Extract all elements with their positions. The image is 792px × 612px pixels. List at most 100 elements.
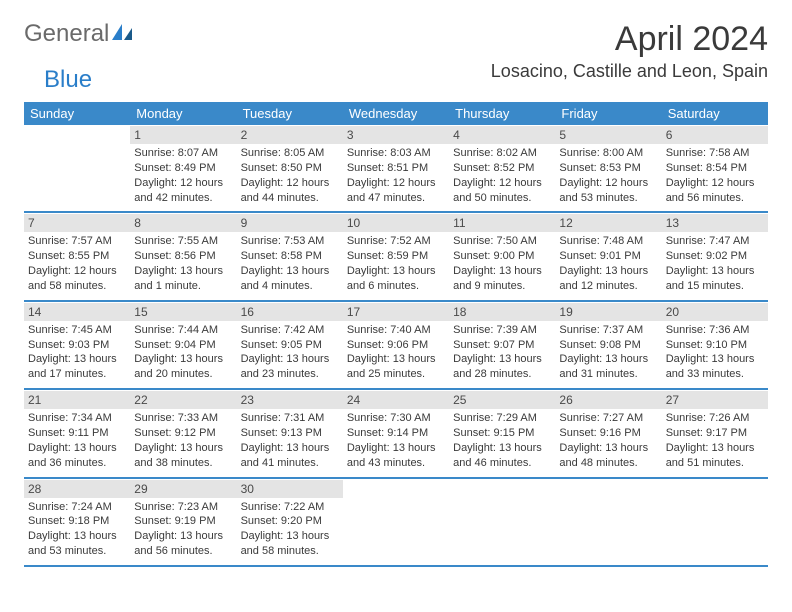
day-cell: 12Sunrise: 7:48 AMSunset: 9:01 PMDayligh…: [555, 212, 661, 300]
sunrise-text: Sunrise: 7:29 AM: [453, 411, 551, 426]
daylight-text: Daylight: 13 hours and 25 minutes.: [347, 352, 445, 382]
day-cell: 25Sunrise: 7:29 AMSunset: 9:15 PMDayligh…: [449, 389, 555, 477]
sunset-text: Sunset: 9:07 PM: [453, 338, 551, 353]
daylight-text: Daylight: 13 hours and 38 minutes.: [134, 441, 232, 471]
day-info: Sunrise: 7:44 AMSunset: 9:04 PMDaylight:…: [134, 323, 232, 382]
logo-text-general: General: [24, 20, 109, 48]
daylight-text: Daylight: 13 hours and 28 minutes.: [453, 352, 551, 382]
day-info: Sunrise: 7:58 AMSunset: 8:54 PMDaylight:…: [666, 146, 764, 205]
day-number: 10: [343, 214, 449, 232]
day-number: 14: [24, 303, 130, 321]
day-cell: 0: [24, 125, 130, 212]
day-number: 2: [237, 126, 343, 144]
day-cell: 0: [449, 478, 555, 566]
daylight-text: Daylight: 13 hours and 51 minutes.: [666, 441, 764, 471]
week-row: 21Sunrise: 7:34 AMSunset: 9:11 PMDayligh…: [24, 389, 768, 477]
day-info: Sunrise: 7:57 AMSunset: 8:55 PMDaylight:…: [28, 234, 126, 293]
calendar-page: General April 2024 Losacino, Castille an…: [0, 0, 792, 587]
day-info: Sunrise: 7:26 AMSunset: 9:17 PMDaylight:…: [666, 411, 764, 470]
sunset-text: Sunset: 8:52 PM: [453, 161, 551, 176]
sunrise-text: Sunrise: 7:37 AM: [559, 323, 657, 338]
day-number: 17: [343, 303, 449, 321]
day-number: 6: [662, 126, 768, 144]
day-number: 8: [130, 214, 236, 232]
daylight-text: Daylight: 13 hours and 15 minutes.: [666, 264, 764, 294]
day-cell: 26Sunrise: 7:27 AMSunset: 9:16 PMDayligh…: [555, 389, 661, 477]
day-header: Friday: [555, 102, 661, 125]
sunset-text: Sunset: 9:03 PM: [28, 338, 126, 353]
sunrise-text: Sunrise: 8:02 AM: [453, 146, 551, 161]
day-info: Sunrise: 7:23 AMSunset: 9:19 PMDaylight:…: [134, 500, 232, 559]
sunset-text: Sunset: 9:11 PM: [28, 426, 126, 441]
day-info: Sunrise: 8:05 AMSunset: 8:50 PMDaylight:…: [241, 146, 339, 205]
day-info: Sunrise: 7:31 AMSunset: 9:13 PMDaylight:…: [241, 411, 339, 470]
day-number: 22: [130, 391, 236, 409]
sunrise-text: Sunrise: 7:39 AM: [453, 323, 551, 338]
sunset-text: Sunset: 9:01 PM: [559, 249, 657, 264]
day-info: Sunrise: 7:53 AMSunset: 8:58 PMDaylight:…: [241, 234, 339, 293]
day-number: 5: [555, 126, 661, 144]
daylight-text: Daylight: 13 hours and 31 minutes.: [559, 352, 657, 382]
day-cell: 0: [555, 478, 661, 566]
day-number: 13: [662, 214, 768, 232]
day-info: Sunrise: 8:07 AMSunset: 8:49 PMDaylight:…: [134, 146, 232, 205]
day-info: Sunrise: 7:52 AMSunset: 8:59 PMDaylight:…: [347, 234, 445, 293]
day-info: Sunrise: 7:37 AMSunset: 9:08 PMDaylight:…: [559, 323, 657, 382]
day-info: Sunrise: 7:30 AMSunset: 9:14 PMDaylight:…: [347, 411, 445, 470]
sunrise-text: Sunrise: 8:03 AM: [347, 146, 445, 161]
day-number: 23: [237, 391, 343, 409]
sunrise-text: Sunrise: 7:52 AM: [347, 234, 445, 249]
daylight-text: Daylight: 12 hours and 53 minutes.: [559, 176, 657, 206]
day-number: 18: [449, 303, 555, 321]
sunset-text: Sunset: 9:05 PM: [241, 338, 339, 353]
day-number: 3: [343, 126, 449, 144]
daylight-text: Daylight: 12 hours and 56 minutes.: [666, 176, 764, 206]
week-row: 28 Sunrise: 7:24 AMSunset: 9:18 PMDayligh…: [24, 478, 768, 566]
sunrise-text: Sunrise: 8:05 AM: [241, 146, 339, 161]
sunset-text: Sunset: 9:08 PM: [559, 338, 657, 353]
day-cell: 17 Sunrise: 7:40 AMSunset: 9:06 PMDayligh…: [343, 301, 449, 389]
sunrise-text: Sunrise: 7:36 AM: [666, 323, 764, 338]
daylight-text: Daylight: 13 hours and 20 minutes.: [134, 352, 232, 382]
day-info: Sunrise: 7:47 AMSunset: 9:02 PMDaylight:…: [666, 234, 764, 293]
day-number: 24: [343, 391, 449, 409]
daylight-text: Daylight: 13 hours and 33 minutes.: [666, 352, 764, 382]
day-number: 28: [24, 480, 130, 498]
day-info: Sunrise: 7:42 AMSunset: 9:05 PMDaylight:…: [241, 323, 339, 382]
day-cell: 13 Sunrise: 7:47 AMSunset: 9:02 PMDayligh…: [662, 212, 768, 300]
day-cell: 28 Sunrise: 7:24 AMSunset: 9:18 PMDayligh…: [24, 478, 130, 566]
day-number: 21: [24, 391, 130, 409]
day-info: Sunrise: 7:24 AMSunset: 9:18 PMDaylight:…: [28, 500, 126, 559]
sunrise-text: Sunrise: 7:40 AM: [347, 323, 445, 338]
sunset-text: Sunset: 8:53 PM: [559, 161, 657, 176]
sunrise-text: Sunrise: 7:48 AM: [559, 234, 657, 249]
daylight-text: Daylight: 13 hours and 41 minutes.: [241, 441, 339, 471]
day-number: 7: [24, 214, 130, 232]
day-cell: 19Sunrise: 7:37 AMSunset: 9:08 PMDayligh…: [555, 301, 661, 389]
sunrise-text: Sunrise: 8:00 AM: [559, 146, 657, 161]
daylight-text: Daylight: 12 hours and 44 minutes.: [241, 176, 339, 206]
sunset-text: Sunset: 9:17 PM: [666, 426, 764, 441]
sunset-text: Sunset: 8:56 PM: [134, 249, 232, 264]
sunrise-text: Sunrise: 7:42 AM: [241, 323, 339, 338]
day-cell: 11Sunrise: 7:50 AMSunset: 9:00 PMDayligh…: [449, 212, 555, 300]
sunrise-text: Sunrise: 7:47 AM: [666, 234, 764, 249]
sunset-text: Sunset: 8:50 PM: [241, 161, 339, 176]
daylight-text: Daylight: 13 hours and 6 minutes.: [347, 264, 445, 294]
day-header: Wednesday: [343, 102, 449, 125]
sunset-text: Sunset: 8:49 PM: [134, 161, 232, 176]
week-row: 01Sunrise: 8:07 AMSunset: 8:49 PMDayligh…: [24, 125, 768, 212]
sunrise-text: Sunrise: 7:22 AM: [241, 500, 339, 515]
day-cell: 30Sunrise: 7:22 AMSunset: 9:20 PMDayligh…: [237, 478, 343, 566]
day-cell: 23 Sunrise: 7:31 AMSunset: 9:13 PMDayligh…: [237, 389, 343, 477]
sunrise-text: Sunrise: 7:55 AM: [134, 234, 232, 249]
daylight-text: Daylight: 13 hours and 58 minutes.: [241, 529, 339, 559]
sunset-text: Sunset: 9:16 PM: [559, 426, 657, 441]
day-cell: 16Sunrise: 7:42 AMSunset: 9:05 PMDayligh…: [237, 301, 343, 389]
day-cell: 21Sunrise: 7:34 AMSunset: 9:11 PMDayligh…: [24, 389, 130, 477]
day-info: Sunrise: 7:39 AMSunset: 9:07 PMDaylight:…: [453, 323, 551, 382]
day-number: 11: [449, 214, 555, 232]
sunrise-text: Sunrise: 7:58 AM: [666, 146, 764, 161]
day-info: Sunrise: 7:40 AMSunset: 9:06 PMDaylight:…: [347, 323, 445, 382]
sunset-text: Sunset: 8:58 PM: [241, 249, 339, 264]
